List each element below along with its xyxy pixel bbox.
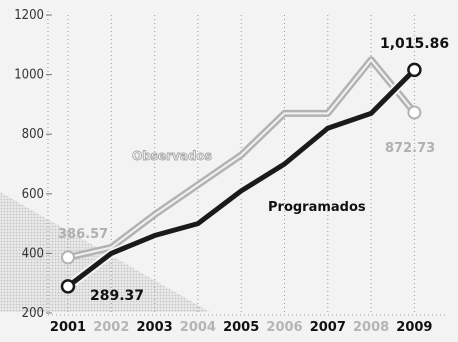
series-labels: 386.57 872.73 289.37 1,015.86 Observados Prog… <box>58 36 449 304</box>
y-tick-label: 400 <box>22 246 44 261</box>
y-tick-label: 200 <box>22 306 44 321</box>
programados-start-marker <box>60 279 76 294</box>
x-tick-label: 2008 <box>353 320 389 335</box>
grid <box>67 15 415 313</box>
series-line-observados-core <box>67 58 416 259</box>
y-tick-label: 600 <box>22 187 44 202</box>
x-tick-label: 2009 <box>396 320 432 335</box>
observados-start-label: 386.57 <box>58 227 108 242</box>
y-tick-label: 1200 <box>14 8 44 23</box>
x-tick-label: 2002 <box>93 320 129 335</box>
programados-end-label: 1,015.86 <box>380 36 449 52</box>
y-tick-label: 800 <box>22 127 44 142</box>
x-tick-label: 2007 <box>310 320 346 335</box>
observados-start-marker <box>61 250 75 265</box>
axes: 200 400 600 800 1000 1200 2001 2002 2003 2004 2005… <box>14 8 445 335</box>
x-tick-label: 2003 <box>137 320 173 335</box>
series-name-observados: Observados <box>132 149 212 163</box>
observados-end-marker <box>407 105 422 120</box>
x-tick-label: 2001 <box>50 320 86 335</box>
observados-end-label: 872.73 <box>385 141 435 156</box>
programados-start-label: 289.37 <box>90 288 144 304</box>
series-line-programados <box>65 67 417 289</box>
y-tick-label: 1000 <box>14 68 44 83</box>
series-lines <box>63 56 419 291</box>
programados-end-marker <box>407 62 422 78</box>
x-tick-label: 2006 <box>266 320 302 335</box>
x-tick-label: 2005 <box>223 320 259 335</box>
x-tick-label: 2004 <box>180 320 216 335</box>
series-line-programados-halo <box>63 65 419 291</box>
series-name-programados: Programados <box>268 200 366 215</box>
